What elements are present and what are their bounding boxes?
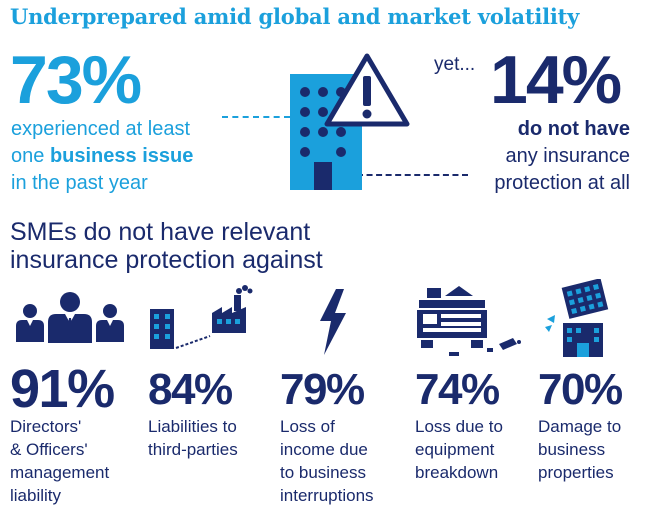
damaged-building-icon	[543, 279, 611, 359]
stat-value-property: 70%	[538, 365, 623, 414]
subheading-line2: insurance protection against	[10, 246, 323, 274]
broken-machine-icon	[415, 286, 525, 358]
stat-73-line2: one business issue	[11, 145, 194, 167]
stat-73-line1: experienced at least	[11, 118, 191, 140]
stat-73-value: 73%	[10, 42, 142, 118]
stat-value-directors: 91%	[10, 359, 115, 419]
subheading-line1: SMEs do not have relevant	[10, 218, 311, 246]
warning-building-icon	[288, 52, 410, 192]
buildings-factory-icon	[150, 285, 256, 351]
caption-equipment: Loss due to equipment breakdown	[415, 417, 503, 482]
stat-73-line3: in the past year	[11, 172, 148, 194]
connector-left	[222, 116, 290, 118]
caption-liabilities: Liabilities to third-parties	[148, 417, 238, 459]
lightning-icon	[318, 289, 348, 355]
page-title: Underprepared amid global and market vol…	[10, 4, 580, 29]
caption-property: Damage to business properties	[538, 417, 622, 482]
yet-label: yet...	[434, 54, 476, 75]
stat-14-line2: any insurance	[505, 145, 630, 167]
stat-14-line1: do not have	[517, 118, 630, 140]
caption-income: Loss of income due to business interruption…	[280, 417, 374, 505]
connector-right	[357, 174, 468, 176]
stat-value-liabilities: 84%	[148, 365, 233, 414]
stat-14-line3: protection at all	[494, 172, 630, 194]
stat-14-value: 14%	[490, 42, 622, 118]
stat-value-equipment: 74%	[415, 365, 500, 414]
people-icon	[14, 290, 126, 344]
stat-value-income: 79%	[280, 365, 365, 414]
caption-directors: Directors' & Officers' management liability	[10, 417, 110, 505]
